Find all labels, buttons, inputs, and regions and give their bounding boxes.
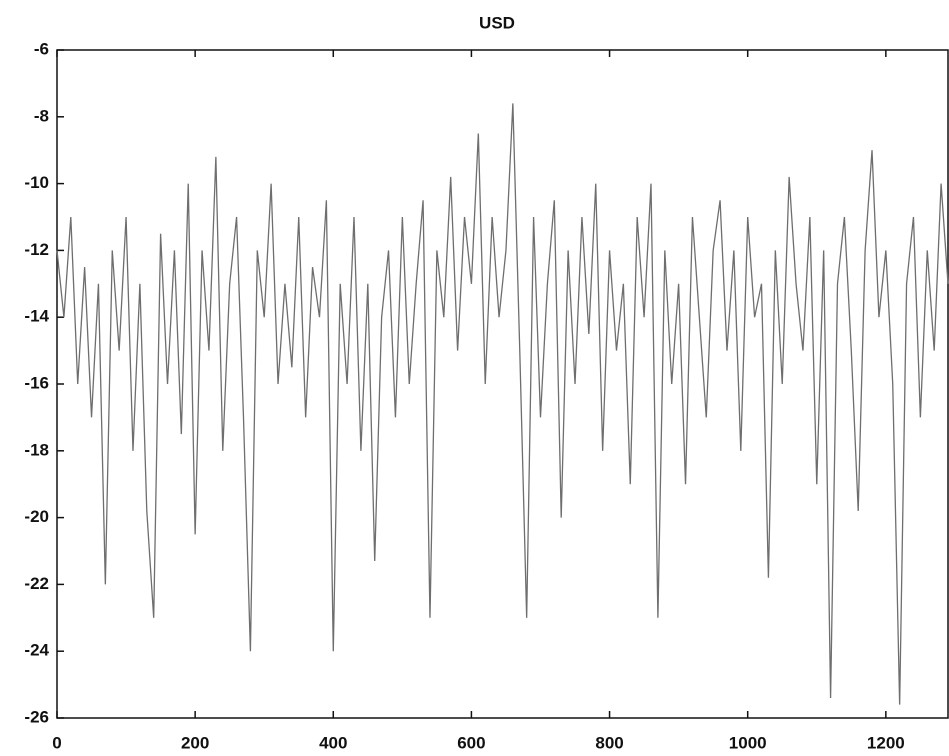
y-tick-label: -6 — [34, 39, 49, 58]
y-tick-label: -12 — [24, 240, 49, 259]
x-tick-label: 0 — [52, 733, 61, 752]
y-tick-label: -8 — [34, 106, 49, 125]
x-tick-label: 1000 — [729, 733, 767, 752]
y-tick-label: -22 — [24, 574, 49, 593]
x-tick-label: 400 — [319, 733, 347, 752]
chart-title: USD — [479, 13, 515, 32]
y-tick-label: -10 — [24, 173, 49, 192]
y-tick-label: -16 — [24, 373, 49, 392]
y-tick-label: -14 — [24, 307, 49, 326]
y-tick-label: -26 — [24, 707, 49, 726]
data-line — [56, 103, 949, 705]
x-tick-label: 800 — [595, 733, 623, 752]
y-tick-label: -20 — [24, 507, 49, 526]
x-tick-label: 200 — [181, 733, 209, 752]
x-tick-label: 1200 — [867, 733, 905, 752]
y-tick-label: -18 — [24, 440, 49, 459]
y-tick-label: -24 — [24, 641, 49, 660]
x-tick-label: 600 — [457, 733, 485, 752]
